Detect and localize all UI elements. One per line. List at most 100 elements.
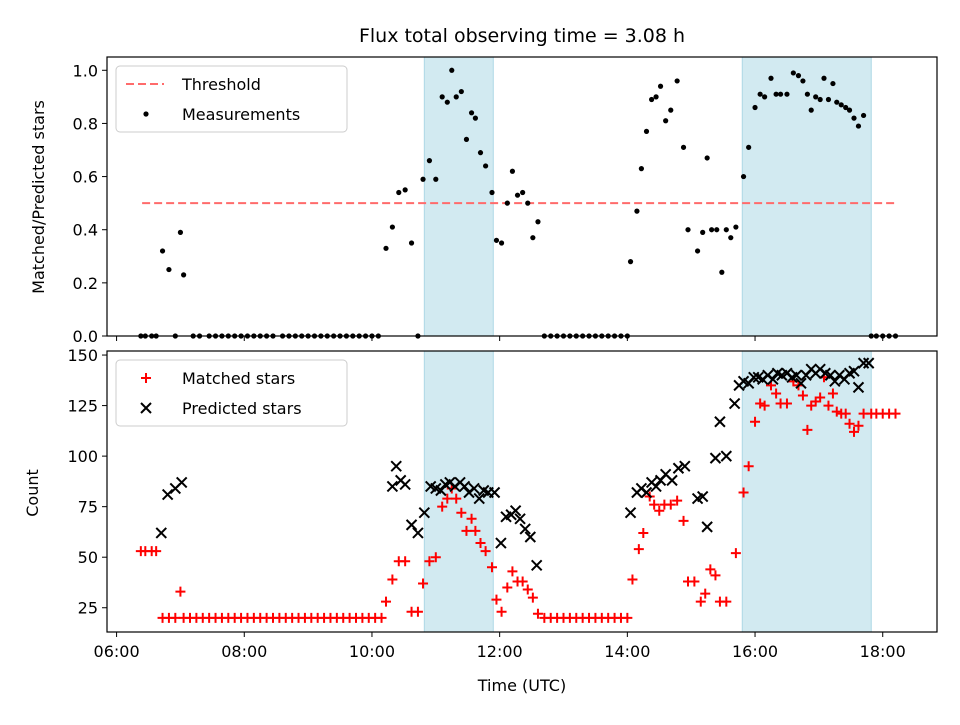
- measurements-point: [714, 227, 720, 233]
- matched-stars-point: [456, 507, 467, 518]
- measurements-point: [159, 248, 166, 254]
- measurements-point: [723, 227, 729, 233]
- measurements-point: [514, 192, 521, 198]
- matched-stars-point: [781, 398, 792, 409]
- top-axes-frame: [106, 56, 938, 337]
- predicted-stars-point: [714, 416, 726, 428]
- bottom-y-tick-label: 25: [78, 599, 98, 618]
- matched-stars-point: [759, 400, 770, 411]
- matched-stars-point: [721, 596, 732, 607]
- matched-stars-point: [381, 596, 392, 607]
- measurements-point: [825, 96, 832, 103]
- matched-stars-point: [797, 390, 808, 401]
- top-y-tick-label: 0.0: [73, 327, 98, 346]
- measurements-point: [453, 94, 459, 100]
- measurements-point: [433, 176, 439, 182]
- measurements-point: [520, 189, 526, 196]
- measurements-point: [795, 73, 802, 79]
- measurements-point: [463, 136, 470, 142]
- predicted-stars-point: [640, 486, 653, 499]
- predicted-stars-point: [748, 371, 760, 383]
- top-y-tick-label: 0.2: [73, 274, 98, 293]
- predicted-stars-point: [824, 369, 837, 381]
- measurements-point: [709, 227, 715, 233]
- top-legend-entry-1: Measurements: [182, 105, 300, 124]
- predicted-stars-point: [857, 357, 870, 369]
- predicted-stars-point: [405, 519, 418, 531]
- top-y-tick-label: 0.4: [73, 221, 98, 240]
- matched-stars-point: [750, 416, 761, 427]
- predicted-stars-point: [399, 478, 411, 491]
- measurements-point: [728, 235, 734, 241]
- bottom-legend-box: [115, 359, 348, 427]
- measurements-point: [860, 112, 867, 119]
- measurements-point: [657, 83, 664, 89]
- measurements-point: [843, 104, 849, 111]
- predicted-stars-point: [701, 521, 713, 533]
- predicted-stars-point: [473, 492, 485, 505]
- predicted-stars-point: [514, 513, 526, 525]
- matched-stars-point: [849, 426, 859, 437]
- measurements-point: [525, 200, 531, 206]
- bottom-observing-span-1: [741, 350, 872, 633]
- matched-stars-point: [627, 574, 638, 585]
- matched-stars-point: [496, 606, 507, 617]
- matched-stars-point: [502, 582, 513, 593]
- matched-stars-point: [695, 596, 706, 607]
- measurements-point: [638, 166, 644, 172]
- bottom-legend-entry-1: Predicted stars: [182, 399, 302, 418]
- matched-stars-point: [710, 570, 721, 581]
- predicted-stars-point: [524, 531, 537, 543]
- measurements-point: [777, 91, 784, 97]
- matched-stars-point: [730, 548, 741, 559]
- predicted-stars-point: [155, 527, 167, 539]
- predicted-stars-point: [435, 484, 447, 497]
- predicted-stars-point: [390, 460, 402, 472]
- matched-stars-point: [376, 612, 387, 623]
- predicted-stars-point: [519, 523, 531, 535]
- measurements-point: [177, 229, 184, 235]
- predicted-stars-point: [728, 397, 741, 410]
- measurements-point: [700, 229, 706, 235]
- matched-stars-point: [755, 398, 766, 409]
- measurements-point: [674, 78, 680, 84]
- measurements-point: [680, 144, 687, 150]
- matched-stars-point: [705, 564, 716, 575]
- measurements-point: [477, 150, 484, 156]
- measurements-point: [383, 245, 389, 251]
- bottom-y-tick-label: 75: [78, 498, 98, 517]
- matched-stars-point: [517, 576, 528, 587]
- matched-stars-point: [400, 556, 411, 567]
- matched-stars-point: [738, 487, 749, 498]
- measurements-point: [830, 80, 836, 87]
- predicted-stars-point: [672, 462, 685, 474]
- matched-stars-point: [522, 584, 533, 595]
- predicted-stars-point: [862, 357, 875, 369]
- legend-measurements-handle: [143, 111, 149, 117]
- matched-stars-point: [665, 499, 676, 510]
- matched-stars-point: [412, 606, 423, 617]
- measurements-point: [800, 78, 806, 84]
- measurements-point: [855, 123, 862, 129]
- measurements-point: [846, 107, 853, 113]
- predicted-stars-point: [829, 375, 841, 388]
- matched-stars-point: [840, 408, 851, 419]
- measurements-point: [790, 70, 796, 76]
- matched-stars-point: [430, 552, 441, 563]
- measurements-point: [489, 189, 495, 196]
- matched-stars-point: [649, 499, 660, 510]
- legend-predicted-handle: [140, 402, 152, 414]
- measurements-point: [834, 99, 840, 105]
- bottom-legend-entry-0: Matched stars: [182, 369, 295, 388]
- matched-stars-point: [424, 556, 435, 567]
- predicted-stars-point: [709, 452, 722, 464]
- matched-stars-point: [678, 515, 689, 526]
- matched-stars-point: [622, 612, 633, 623]
- measurements-point: [389, 224, 395, 230]
- measurements-point: [408, 240, 415, 246]
- measurements-point: [653, 94, 659, 100]
- predicted-stars-point: [720, 450, 733, 462]
- x-tick-label: 10:00: [349, 642, 395, 661]
- measurements-point: [704, 155, 710, 161]
- predicted-stars-point: [418, 507, 431, 519]
